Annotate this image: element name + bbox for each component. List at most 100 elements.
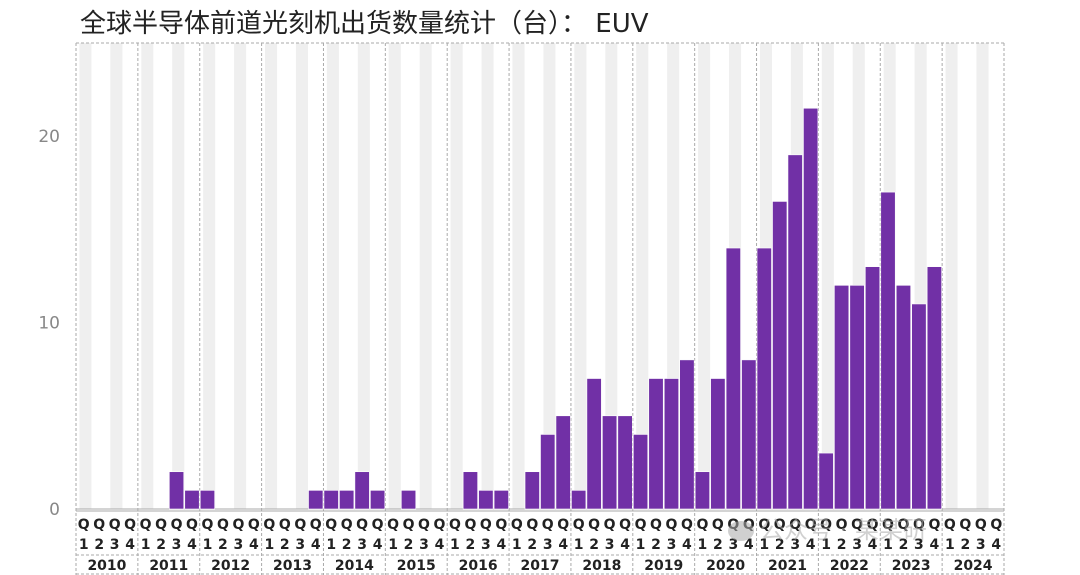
year-label: 2021 <box>768 558 807 574</box>
year-label: 2012 <box>211 558 250 574</box>
background-band <box>945 43 958 509</box>
quarter-number-label: 1 <box>945 537 955 553</box>
bar-2022-q2 <box>834 285 850 510</box>
quarter-prefix-label: Q <box>124 517 136 533</box>
background-band <box>450 43 463 509</box>
quarter-prefix-label: Q <box>557 517 569 533</box>
quarter-prefix-label: Q <box>898 517 910 533</box>
year-label: 2022 <box>830 558 869 574</box>
year-label: 2017 <box>521 558 560 574</box>
quarter-prefix-label: Q <box>155 517 167 533</box>
quarter-prefix-label: Q <box>232 517 244 533</box>
year-label: 2019 <box>644 558 683 574</box>
quarter-number-label: 4 <box>806 537 816 553</box>
quarter-number-label: 1 <box>512 537 522 553</box>
quarter-prefix-label: Q <box>928 517 940 533</box>
quarter-prefix-label: Q <box>696 517 708 533</box>
bar-2015-q2 <box>400 490 417 510</box>
quarter-number-label: 2 <box>466 537 476 553</box>
bar-2018-q3 <box>602 415 618 510</box>
year-label: 2024 <box>954 558 993 574</box>
background-band <box>234 43 247 509</box>
background-band <box>357 43 370 509</box>
quarter-number-label: 3 <box>234 537 244 553</box>
bar-2014-q1 <box>323 490 339 510</box>
year-label: 2011 <box>149 558 188 574</box>
quarter-prefix-label: Q <box>372 517 384 533</box>
quarter-number-label: 1 <box>326 537 336 553</box>
bar-2020-q4 <box>741 359 757 510</box>
quarter-number-label: 4 <box>249 537 259 553</box>
quarter-number-label: 4 <box>435 537 445 553</box>
background-band <box>295 43 308 509</box>
quarter-number-label: 2 <box>156 537 166 553</box>
bar-2021-q4 <box>803 107 819 510</box>
quarter-number-label: 4 <box>558 537 568 553</box>
bar-2013-q4 <box>308 490 324 510</box>
quarter-prefix-label: Q <box>140 517 152 533</box>
bar-2022-q4 <box>864 266 881 510</box>
bar-2023-q2 <box>895 285 912 510</box>
quarter-prefix-label: Q <box>434 517 446 533</box>
quarter-number-label: 2 <box>342 537 352 553</box>
background-band <box>172 43 185 509</box>
quarter-prefix-label: Q <box>310 517 322 533</box>
background-band <box>141 43 154 509</box>
year-label: 2013 <box>273 558 312 574</box>
quarter-number-label: 2 <box>218 537 228 553</box>
quarter-prefix-label: Q <box>959 517 971 533</box>
quarter-number-label: 3 <box>667 537 677 553</box>
background-band <box>574 43 587 509</box>
quarter-number-label: 1 <box>450 537 460 553</box>
bar-2020-q1 <box>694 471 710 510</box>
quarter-prefix-label: Q <box>836 517 848 533</box>
quarter-number-label: 3 <box>728 537 738 553</box>
quarter-number-label: 2 <box>527 537 537 553</box>
quarter-prefix-label: Q <box>263 517 275 533</box>
bar-2019-q3 <box>663 378 680 510</box>
background-band <box>976 43 989 509</box>
bar-2023-q4 <box>926 266 942 510</box>
bar-2023-q1 <box>880 191 896 510</box>
year-label: 2023 <box>892 558 931 574</box>
bar-2018-q4 <box>617 415 633 510</box>
quarter-prefix-label: Q <box>774 517 786 533</box>
background-band <box>110 43 123 509</box>
quarter-number-label: 1 <box>79 537 89 553</box>
quarter-prefix-label: Q <box>279 517 291 533</box>
quarter-number-label: 4 <box>125 537 135 553</box>
quarter-number-label: 1 <box>698 537 708 553</box>
quarter-prefix-label: Q <box>666 517 678 533</box>
quarter-prefix-label: Q <box>805 517 817 533</box>
quarter-number-label: 3 <box>172 537 182 553</box>
quarter-number-label: 2 <box>837 537 847 553</box>
quarter-prefix-label: Q <box>944 517 956 533</box>
quarter-number-label: 2 <box>899 537 909 553</box>
bar-2019-q1 <box>632 434 649 510</box>
quarter-number-label: 4 <box>187 537 197 553</box>
background-band <box>79 43 92 509</box>
y-tick-label: 0 <box>49 500 60 520</box>
bar-2017-q3 <box>540 434 556 510</box>
quarter-prefix-label: Q <box>975 517 987 533</box>
quarter-number-label: 2 <box>960 537 970 553</box>
chart-title: 全球半导体前道光刻机出货数量统计（台）： EUV <box>80 9 649 39</box>
quarter-number-label: 1 <box>264 537 274 553</box>
quarter-prefix-label: Q <box>635 517 647 533</box>
quarter-prefix-label: Q <box>650 517 662 533</box>
bar-2020-q3 <box>725 247 741 510</box>
quarter-prefix-label: Q <box>820 517 832 533</box>
quarter-prefix-label: Q <box>511 517 523 533</box>
background-band <box>203 43 216 509</box>
quarter-number-label: 1 <box>821 537 831 553</box>
quarter-number-label: 3 <box>605 537 615 553</box>
quarter-number-label: 2 <box>280 537 290 553</box>
quarter-prefix-label: Q <box>78 517 90 533</box>
quarter-prefix-label: Q <box>202 517 214 533</box>
quarter-number-label: 1 <box>636 537 646 553</box>
wechat-icon <box>728 521 754 541</box>
quarter-prefix-label: Q <box>619 517 631 533</box>
quarter-prefix-label: Q <box>109 517 121 533</box>
quarter-prefix-label: Q <box>495 517 507 533</box>
quarter-prefix-label: Q <box>526 517 538 533</box>
